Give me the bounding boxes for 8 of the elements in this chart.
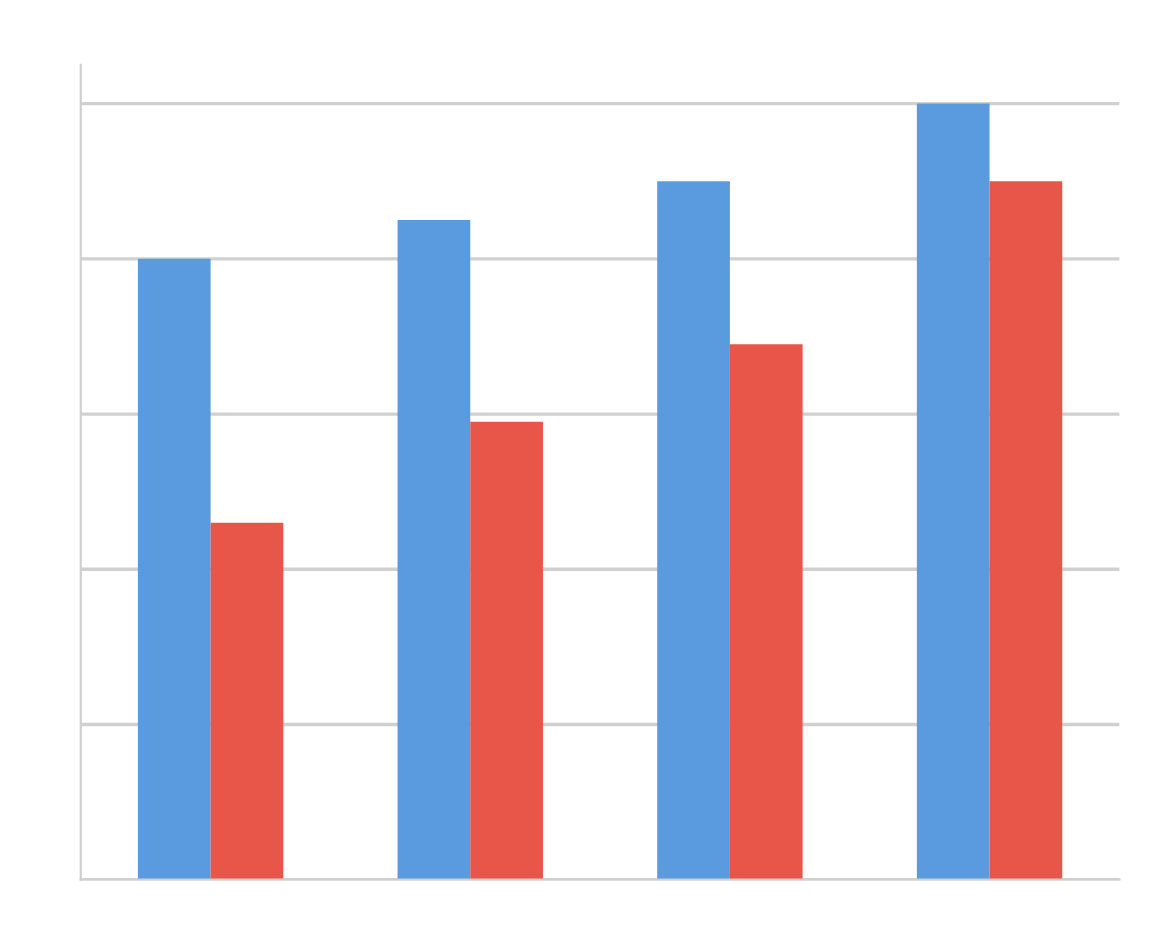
bar	[989, 181, 1063, 880]
bar	[657, 181, 730, 880]
bar	[137, 258, 211, 880]
bar	[210, 522, 284, 880]
bar	[397, 220, 471, 880]
bar	[916, 103, 990, 880]
bar	[470, 421, 543, 880]
bar	[729, 344, 803, 880]
